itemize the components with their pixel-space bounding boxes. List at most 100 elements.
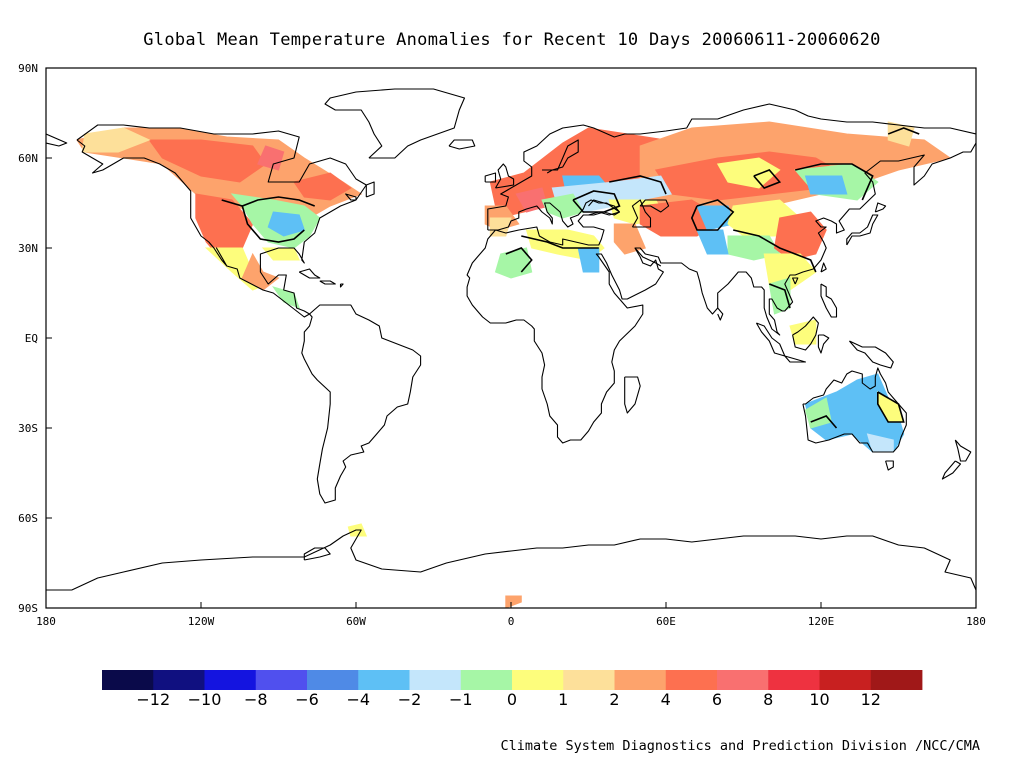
anomaly-region <box>505 595 522 608</box>
coastline <box>874 202 887 213</box>
legend-swatch <box>153 670 205 690</box>
lon-tick-label: 120W <box>188 615 215 628</box>
coastlines <box>46 88 976 591</box>
legend-label: 0 <box>507 690 517 709</box>
legend-swatch <box>358 670 410 690</box>
zero-contour <box>733 229 817 273</box>
legend-swatch <box>717 670 769 690</box>
coastline <box>542 139 579 174</box>
legend-label: −2 <box>398 690 422 709</box>
anomaly-region <box>613 175 672 201</box>
lat-tick-label: 90S <box>18 602 38 615</box>
anomaly-region <box>773 211 827 261</box>
zero-contour <box>505 247 533 273</box>
coastline <box>817 334 830 354</box>
legend-label: −12 <box>136 690 170 709</box>
zero-contour <box>810 415 838 429</box>
coastline <box>820 262 827 273</box>
legend-label: 2 <box>609 690 619 709</box>
legend-swatch <box>614 670 667 690</box>
coastline <box>484 172 497 183</box>
zero-contour <box>795 163 874 201</box>
coastline <box>298 268 321 279</box>
zero-contour <box>753 169 782 189</box>
lat-tick-label: 60N <box>18 152 38 165</box>
legend-swatch <box>768 670 820 690</box>
zero-contour <box>572 190 621 213</box>
latitude-axis: 90N 60N 30N EQ 30S 60S 90S <box>18 62 52 615</box>
coastline <box>624 376 641 414</box>
legend-label: −6 <box>295 690 319 709</box>
map-title: Global Mean Temperature Anomalies for Re… <box>143 30 881 50</box>
coastline <box>76 124 367 318</box>
legend-label: 10 <box>809 690 829 709</box>
legend-swatch <box>307 670 359 690</box>
lon-tick-label: 120E <box>808 615 835 628</box>
legend-swatch <box>102 670 154 690</box>
coastline <box>46 133 68 147</box>
legend-label: 1 <box>558 690 568 709</box>
coastline <box>466 142 976 444</box>
anomaly-region <box>267 211 305 237</box>
lat-tick-label: EQ <box>25 332 38 345</box>
anomaly-region <box>257 145 285 171</box>
coastline <box>46 529 976 591</box>
legend-swatch <box>563 670 615 690</box>
coastline <box>820 283 838 318</box>
legend-label: 12 <box>861 690 881 709</box>
coastline <box>941 460 962 480</box>
legend-swatch <box>819 670 872 690</box>
coastline <box>848 340 894 369</box>
coastline <box>487 103 976 230</box>
coastline <box>639 199 670 213</box>
anomaly-region <box>716 157 781 189</box>
coastline <box>301 304 422 504</box>
zero-contour <box>876 391 905 423</box>
zero-contour <box>769 283 791 309</box>
legend-label: −4 <box>346 690 370 709</box>
zero-contour <box>887 127 920 135</box>
lon-tick-label: 60W <box>346 615 366 628</box>
color-legend: −12 −10 −8 −6 −4 −2 −1 0 1 2 4 6 8 10 12 <box>102 670 923 709</box>
lon-tick-label: 180 <box>36 615 56 628</box>
coastline <box>631 199 652 228</box>
coastline <box>319 280 336 285</box>
lon-tick-label: 180 <box>966 615 986 628</box>
coastline <box>792 316 819 351</box>
lat-tick-label: 30N <box>18 242 38 255</box>
anomaly-region <box>81 127 151 153</box>
coastline <box>885 460 894 471</box>
credit-line: Climate System Diagnostics and Predictio… <box>500 738 980 754</box>
lon-tick-label: 0 <box>508 615 515 628</box>
coastline <box>634 247 662 267</box>
legend-label: −10 <box>188 690 222 709</box>
anomaly-region <box>148 139 267 183</box>
legend-label: 4 <box>661 690 671 709</box>
legend-label: 8 <box>763 690 773 709</box>
coastline <box>954 439 972 462</box>
legend-label: −1 <box>449 690 473 709</box>
coastline <box>339 283 344 288</box>
coastline <box>345 193 357 201</box>
legend-swatch <box>870 670 923 690</box>
anomaly-region <box>613 223 646 255</box>
lat-tick-label: 30S <box>18 422 38 435</box>
zero-contour <box>241 205 305 243</box>
coastline <box>784 355 807 363</box>
zero-contour <box>690 199 735 231</box>
lon-tick-label: 60E <box>656 615 676 628</box>
coastline <box>303 547 331 561</box>
zero-contours <box>221 127 920 429</box>
legend-swatch <box>665 670 718 690</box>
zero-contour <box>609 175 667 195</box>
coastline <box>448 139 476 150</box>
anomaly-region <box>804 175 848 195</box>
longitude-axis: 180 120W 60W 0 60E 120E 180 <box>36 602 986 628</box>
coastline <box>717 307 724 321</box>
legend-label: −8 <box>244 690 268 709</box>
coastline <box>495 163 515 189</box>
legend-label: 6 <box>712 690 722 709</box>
lat-tick-label: 60S <box>18 512 38 525</box>
zero-contour <box>221 196 315 207</box>
coastline <box>324 88 466 159</box>
